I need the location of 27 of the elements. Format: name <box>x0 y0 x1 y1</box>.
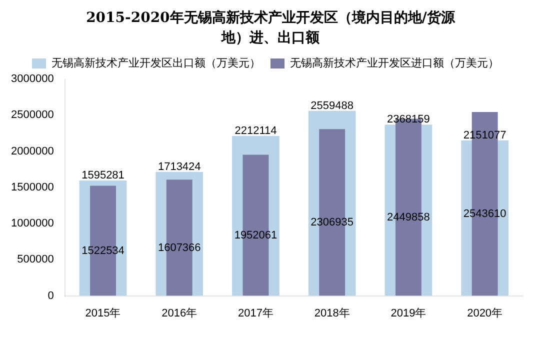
data-label: 2368159 <box>387 114 430 126</box>
data-label: 2212114 <box>234 124 277 137</box>
x-tick-label: 2015年 <box>85 307 121 320</box>
x-tick-label: 2019年 <box>390 307 426 320</box>
x-tick-label: 2016年 <box>162 307 198 320</box>
x-tick-label: 2017年 <box>238 307 274 320</box>
data-label: 1595281 <box>82 170 124 182</box>
y-tick-label: 2000000 <box>10 145 54 158</box>
data-label: 2306935 <box>310 216 354 228</box>
y-tick-label: 1000000 <box>10 218 54 230</box>
legend-label: 无锡高新技术产业开发区出口额（万美元） <box>52 56 260 70</box>
data-label: 2543610 <box>463 208 506 220</box>
chart-title: 2015-2020年无锡高新技术产业开发区（境内目的地/货源地）进、出口额 <box>85 8 456 48</box>
data-label: 1952061 <box>234 229 278 242</box>
legend-label: 无锡高新技术产业开发区进口额（万美元） <box>290 56 499 70</box>
y-tick-label: 0 <box>48 290 54 302</box>
y-tick-label: 3000000 <box>10 73 54 86</box>
x-tick-label: 2018年 <box>314 307 350 320</box>
data-label: 1607366 <box>158 242 201 254</box>
data-label: 2559488 <box>310 100 354 112</box>
y-tick-label: 1500000 <box>10 181 54 194</box>
data-label: 1713424 <box>158 161 201 174</box>
data-label: 1522534 <box>82 244 124 257</box>
data-label: 2449858 <box>387 211 430 224</box>
y-tick-label: 2500000 <box>10 109 54 122</box>
y-tick-label: 500000 <box>17 254 54 266</box>
x-tick-label: 2020年 <box>467 307 503 320</box>
